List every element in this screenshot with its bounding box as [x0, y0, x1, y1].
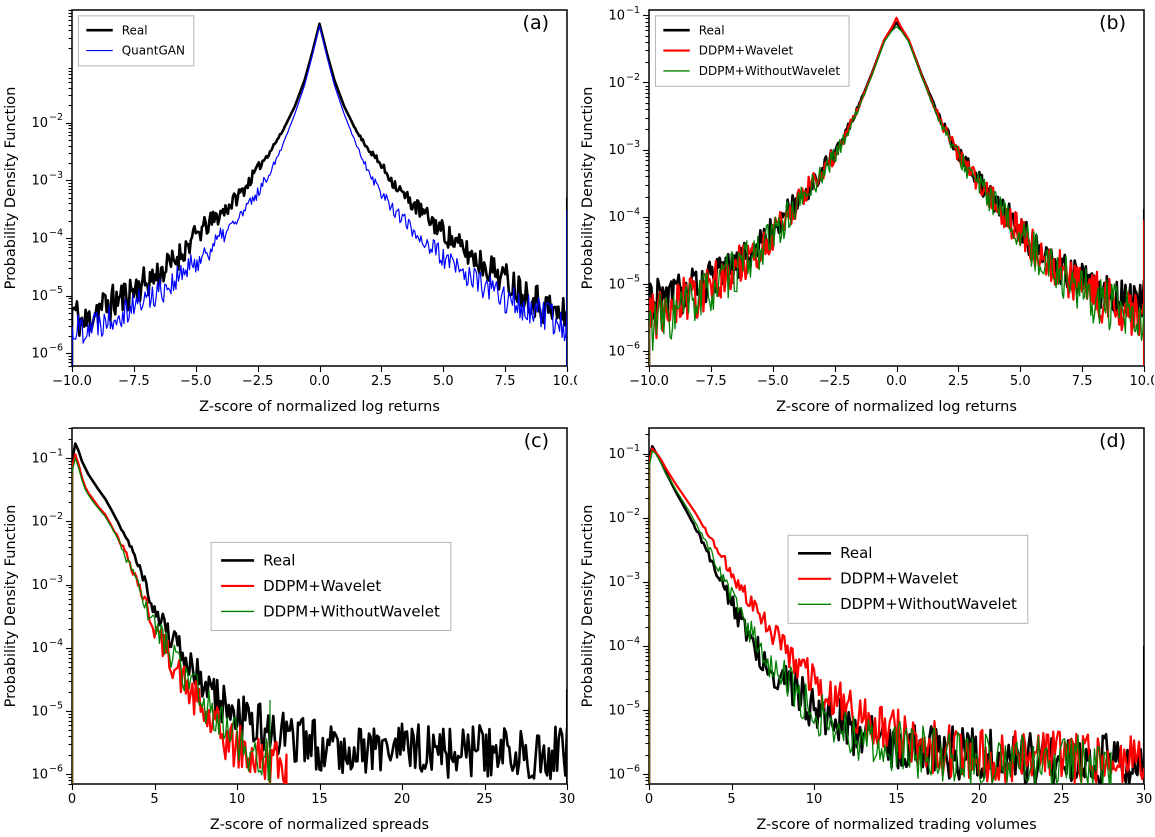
panel-a: (a): [0, 0, 577, 418]
panel-c: (c): [0, 418, 577, 836]
panel-a-canvas: [0, 0, 577, 418]
panel-a-label: (a): [522, 12, 549, 34]
panel-d: (d): [577, 418, 1154, 836]
panel-b-label: (b): [1099, 12, 1126, 34]
panel-b: (b): [577, 0, 1154, 418]
panel-d-label: (d): [1099, 430, 1126, 452]
panel-d-canvas: [577, 418, 1154, 836]
panel-b-canvas: [577, 0, 1154, 418]
panel-c-label: (c): [523, 430, 549, 452]
panel-c-canvas: [0, 418, 577, 836]
